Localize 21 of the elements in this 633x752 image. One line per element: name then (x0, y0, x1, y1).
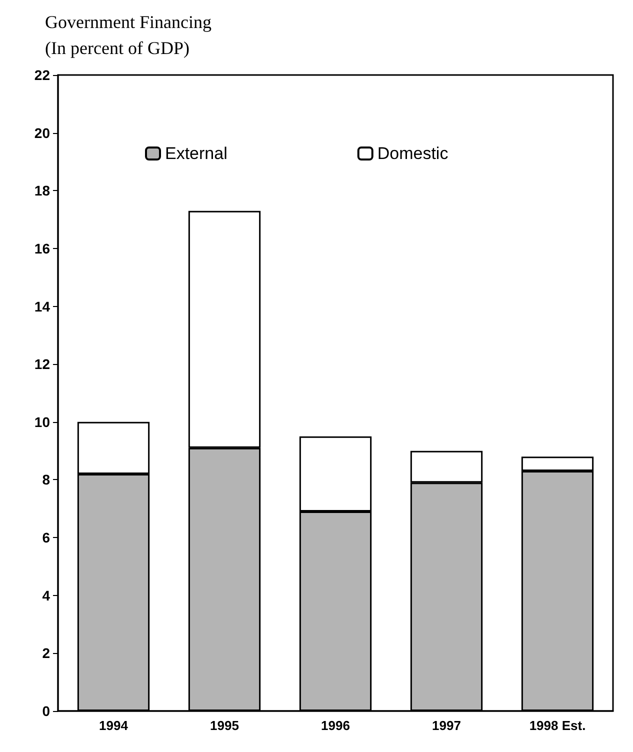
x-tick-label: 1996 (321, 718, 350, 733)
chart-subtitle: (In percent of GDP) (45, 38, 190, 58)
chart-title: Government Financing (45, 12, 212, 32)
legend-label: External (165, 144, 228, 163)
y-tick-label: 22 (34, 67, 50, 83)
y-tick-label: 12 (34, 356, 50, 372)
y-tick-label: 14 (34, 298, 50, 314)
y-tick-label: 0 (42, 703, 50, 719)
legend-label: Domestic (377, 144, 449, 163)
x-tick-label: 1995 (210, 718, 239, 733)
y-tick-label: 18 (34, 182, 50, 199)
x-tick-label: 1998 Est. (529, 718, 586, 733)
x-tick-label: 1994 (99, 718, 129, 733)
y-tick-label: 6 (42, 530, 50, 546)
y-tick-label: 20 (34, 124, 50, 141)
y-tick-label: 2 (42, 645, 50, 662)
x-tick-label: 1997 (432, 718, 461, 733)
y-tick-label: 16 (34, 240, 50, 256)
y-tick-label: 4 (42, 587, 50, 604)
y-tick-label: 8 (42, 472, 50, 488)
y-tick-label: 10 (34, 414, 50, 430)
